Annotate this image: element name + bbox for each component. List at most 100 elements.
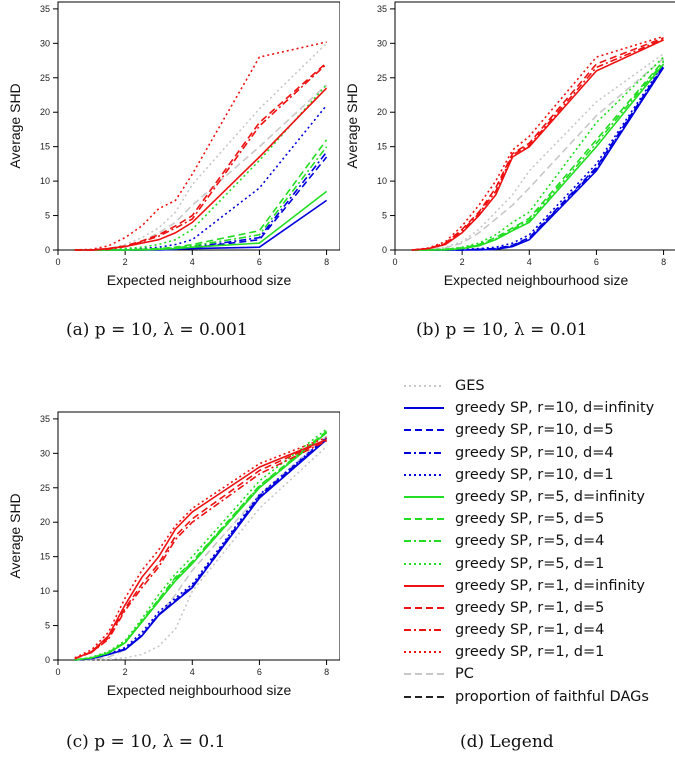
series-line xyxy=(411,60,665,251)
caption-a: (a) p = 10, λ = 0.001 xyxy=(66,320,248,340)
legend-label: greedy SP, r=5, d=infinity xyxy=(455,488,645,505)
y-tick-label: 0 xyxy=(45,245,50,255)
series-line xyxy=(411,37,664,251)
x-axis-label: Expected neighbourhood size xyxy=(444,272,629,288)
x-tick-label: 6 xyxy=(257,667,262,677)
chart-panel-b: 0 2 4 6 8 0 5 10 15 20 25 30 35 Expected neighbourhoo… xyxy=(344,1,675,288)
legend-swatch xyxy=(404,540,444,543)
x-tick-label: 6 xyxy=(257,257,262,267)
series-line xyxy=(74,62,328,251)
legend-label: greedy SP, r=1, d=1 xyxy=(455,644,605,661)
series-line xyxy=(74,151,328,251)
legend: GES greedy SP, r=10, d=infinity greedy SP,… xyxy=(400,376,675,709)
y-tick-label: 30 xyxy=(40,38,50,48)
series-line xyxy=(74,190,328,251)
plot-frame xyxy=(394,1,675,251)
series-line xyxy=(411,56,665,251)
y-tick-label: 15 xyxy=(40,142,50,152)
x-tick-label: 2 xyxy=(460,257,465,267)
legend-item: greedy SP, r=5, d=infinity xyxy=(400,487,675,509)
legend-item: greedy SP, r=1, d=4 xyxy=(400,620,675,642)
y-tick-label: 10 xyxy=(40,586,50,596)
caption-c: (c) p = 10, λ = 0.1 xyxy=(66,732,226,752)
series-line xyxy=(74,430,328,661)
y-tick-label: 25 xyxy=(40,73,50,83)
legend-item: greedy SP, r=10, d=1 xyxy=(400,465,675,487)
series-line xyxy=(74,41,327,251)
legend-swatch xyxy=(404,495,444,498)
legend-item: greedy SP, r=1, d=1 xyxy=(400,642,675,664)
y-tick-label: 30 xyxy=(377,38,387,48)
y-tick-label: 15 xyxy=(40,552,50,562)
legend-label: greedy SP, r=5, d=5 xyxy=(455,511,605,528)
legend-swatch xyxy=(404,606,444,609)
legend-item: GES xyxy=(400,376,675,398)
series-line xyxy=(74,146,328,251)
chart-panel-a: 0 2 4 6 8 0 5 10 15 20 25 30 35 Expected neighbourhoo… xyxy=(7,1,340,288)
series-line xyxy=(411,39,664,251)
y-tick-label: 20 xyxy=(40,517,50,527)
series-line xyxy=(411,63,665,251)
legend-item: PC xyxy=(400,664,675,686)
legend-item: proportion of faithful DAGs xyxy=(400,687,675,709)
legend-label: PC xyxy=(455,666,474,683)
legend-label: greedy SP, r=10, d=4 xyxy=(455,444,614,461)
legend-swatch xyxy=(404,429,444,432)
legend-label: greedy SP, r=5, d=1 xyxy=(455,555,605,572)
legend-swatch xyxy=(404,651,444,654)
legend-item: greedy SP, r=1, d=infinity xyxy=(400,576,675,598)
series-line xyxy=(411,66,665,251)
y-axis-label: Average SHD xyxy=(344,83,360,168)
legend-item: greedy SP, r=10, d=5 xyxy=(400,420,675,442)
y-tick-label: 15 xyxy=(377,142,387,152)
y-tick-label: 5 xyxy=(45,211,50,221)
series-line xyxy=(74,438,327,660)
legend-label: greedy SP, r=5, d=4 xyxy=(455,533,605,550)
y-tick-label: 5 xyxy=(45,621,50,631)
y-tick-label: 5 xyxy=(382,211,387,221)
series-line xyxy=(74,445,328,661)
series-line xyxy=(411,53,665,251)
legend-item: greedy SP, r=10, d=infinity xyxy=(400,398,675,420)
series-line xyxy=(74,87,328,251)
legend-swatch xyxy=(404,473,444,476)
x-tick-label: 0 xyxy=(55,667,60,677)
legend-swatch xyxy=(404,385,444,387)
legend-swatch xyxy=(404,673,444,676)
x-axis-label: Expected neighbourhood size xyxy=(107,272,292,288)
y-tick-label: 10 xyxy=(377,176,387,186)
y-tick-label: 20 xyxy=(40,107,50,117)
legend-item: greedy SP, r=5, d=4 xyxy=(400,531,675,553)
x-axis-label: Expected neighbourhood size xyxy=(107,682,292,698)
y-tick-label: 25 xyxy=(377,73,387,83)
plot-frame xyxy=(57,411,340,661)
legend-label: proportion of faithful DAGs xyxy=(455,688,649,705)
x-tick-label: 2 xyxy=(123,667,128,677)
legend-swatch xyxy=(404,695,444,698)
x-tick-label: 4 xyxy=(190,667,195,677)
x-tick-label: 6 xyxy=(594,257,599,267)
y-axis-label: Average SHD xyxy=(7,83,23,168)
y-axis-label: Average SHD xyxy=(7,493,23,578)
x-tick-label: 4 xyxy=(190,257,195,267)
y-tick-label: 20 xyxy=(377,107,387,117)
x-tick-label: 2 xyxy=(123,257,128,267)
y-tick-label: 35 xyxy=(377,4,387,14)
legend-item: greedy SP, r=1, d=5 xyxy=(400,598,675,620)
series-line xyxy=(74,156,328,251)
chart-panel-c: 0 2 4 6 8 0 5 10 15 20 25 30 35 Expected neighbourhoo… xyxy=(7,411,340,698)
y-tick-label: 10 xyxy=(40,176,50,186)
legend-label: greedy SP, r=10, d=infinity xyxy=(455,400,655,417)
plot-frame xyxy=(57,1,340,251)
series-line xyxy=(74,63,328,251)
legend-label: greedy SP, r=10, d=1 xyxy=(455,466,614,483)
legend-label: greedy SP, r=1, d=4 xyxy=(455,622,605,639)
y-tick-label: 35 xyxy=(40,4,50,14)
y-tick-label: 0 xyxy=(382,245,387,255)
series-line xyxy=(411,57,665,251)
series-line xyxy=(74,431,328,661)
y-tick-label: 0 xyxy=(45,655,50,665)
legend-item: greedy SP, r=5, d=1 xyxy=(400,554,675,576)
x-tick-label: 8 xyxy=(324,257,329,267)
legend-label: greedy SP, r=1, d=infinity xyxy=(455,577,645,594)
